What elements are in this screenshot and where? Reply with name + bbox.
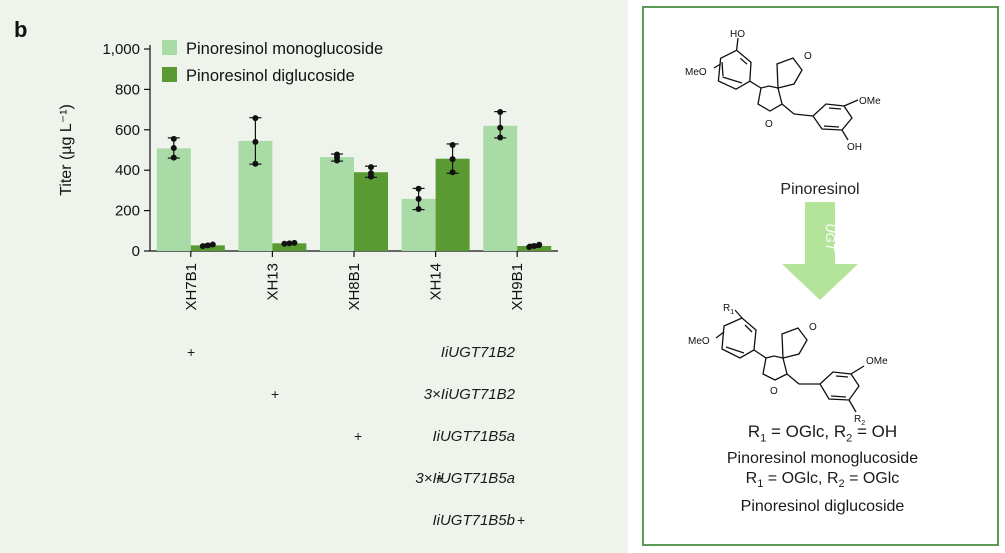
data-point (334, 151, 340, 158)
y-tick-label: 200 (115, 203, 140, 220)
data-point (286, 240, 293, 247)
data-point (209, 241, 216, 248)
r1-substituent: R1 (723, 303, 734, 316)
di-name: Pinoresinol diglucoside (740, 498, 905, 515)
gene-label-2: 3×IiUGT71B2 (423, 386, 515, 403)
mono-name: Pinoresinol monoglucoside (726, 450, 919, 467)
x-tick-label: XH7B1 (183, 263, 200, 311)
glucoside-structure (715, 309, 865, 413)
reaction-scheme-panel: HO MeO OMe OH O O Pinoresinol UGT (642, 6, 999, 546)
data-point (281, 240, 288, 247)
bar-di (272, 243, 307, 251)
bars (156, 125, 552, 251)
chart-panel (0, 0, 628, 553)
data-point (497, 109, 504, 116)
ome-bottom-right: OMe (866, 356, 888, 367)
data-point (170, 154, 177, 161)
data-point (415, 195, 422, 202)
data-point (252, 160, 259, 167)
ome-top-right: OMe (859, 96, 881, 107)
oh-top-right: OH (847, 142, 862, 153)
structure-text-top: HO MeO OMe OH O O (685, 29, 881, 153)
x-tick-label: XH8B1 (346, 263, 363, 311)
ring-o-2: O (804, 51, 812, 62)
data-point (531, 242, 538, 249)
error-bars (167, 109, 543, 250)
gene-label-3: IiUGT71B5a (432, 428, 515, 445)
ome-top-left: MeO (685, 67, 707, 78)
ring-o-4: O (809, 322, 817, 333)
ring-o-3: O (770, 386, 778, 397)
data-point (449, 169, 456, 176)
data-point (199, 243, 206, 250)
data-point (449, 141, 456, 148)
data-point (291, 239, 298, 246)
legend-label-di: Pinoresinol diglucoside (186, 67, 355, 85)
y-tick-label: 600 (115, 122, 140, 139)
data-point (170, 135, 177, 142)
chemical-structures: HO MeO OMe OH O O Pinoresinol UGT (685, 29, 888, 427)
gene-label-5: IiUGT71B5b (432, 512, 515, 529)
gene-mark-2: + (271, 386, 280, 402)
bar-di (354, 172, 388, 251)
y-tick-label: 1,000 (102, 41, 140, 58)
data-point (497, 124, 504, 131)
y-ticks: 0 200 400 600 800 1,000 (102, 41, 150, 260)
legend-swatch-mono (162, 40, 177, 55)
legend: Pinoresinol monoglucoside Pinoresinol di… (162, 40, 383, 85)
bar-mono (320, 157, 354, 251)
x-tick-label: XH14 (428, 263, 445, 301)
data-point (526, 243, 533, 250)
data-point (536, 241, 543, 248)
ome-bottom-left: MeO (688, 336, 710, 347)
y-tick-label: 400 (115, 162, 140, 179)
di-definition: R1 = OGlc, R2 = OGlc (745, 470, 900, 491)
data-point (449, 156, 456, 163)
y-tick-label: 800 (115, 81, 140, 98)
ugt-arrow: UGT (782, 202, 858, 300)
data-point (497, 134, 504, 141)
y-axis-label: Titer (µg L⁻¹) (58, 104, 75, 196)
data-point (368, 164, 374, 171)
data-point (368, 170, 374, 177)
gene-mark-4: + (436, 470, 445, 486)
panel-label: b (14, 17, 27, 42)
data-point (252, 115, 259, 122)
bar-mono (156, 148, 191, 251)
data-point (252, 138, 259, 145)
data-point (170, 144, 177, 151)
gene-mark-3: + (354, 428, 363, 444)
structure-text-bottom: R1 MeO OMe R2 O O (688, 303, 888, 427)
gene-label-4: 3×IiUGT71B5a (415, 470, 515, 487)
x-tick-label: XH13 (264, 263, 281, 301)
bar-mono (483, 125, 518, 251)
gene-label-1: IiUGT71B2 (440, 344, 515, 361)
pinoresinol-structure (713, 37, 859, 141)
data-point (415, 185, 422, 192)
x-ticks: XH7B1 XH13 XH8B1 XH14 XH9B1 (183, 251, 526, 311)
ugt-label: UGT (823, 223, 838, 252)
gene-mark-5: + (517, 512, 526, 528)
oh-top-left: HO (730, 29, 745, 40)
r2-substituent: R2 (854, 414, 865, 427)
legend-label-mono: Pinoresinol monoglucoside (186, 40, 383, 58)
mono-definition: R1 = OGlc, R2 = OH (747, 422, 898, 445)
pinoresinol-label: Pinoresinol (780, 181, 859, 198)
data-point (204, 242, 211, 249)
data-point (415, 205, 422, 212)
legend-swatch-di (162, 67, 177, 82)
ring-o-1: O (765, 119, 773, 130)
y-tick-label: 0 (132, 243, 140, 260)
x-tick-label: XH9B1 (509, 263, 526, 311)
gene-mark-1: + (187, 344, 196, 360)
